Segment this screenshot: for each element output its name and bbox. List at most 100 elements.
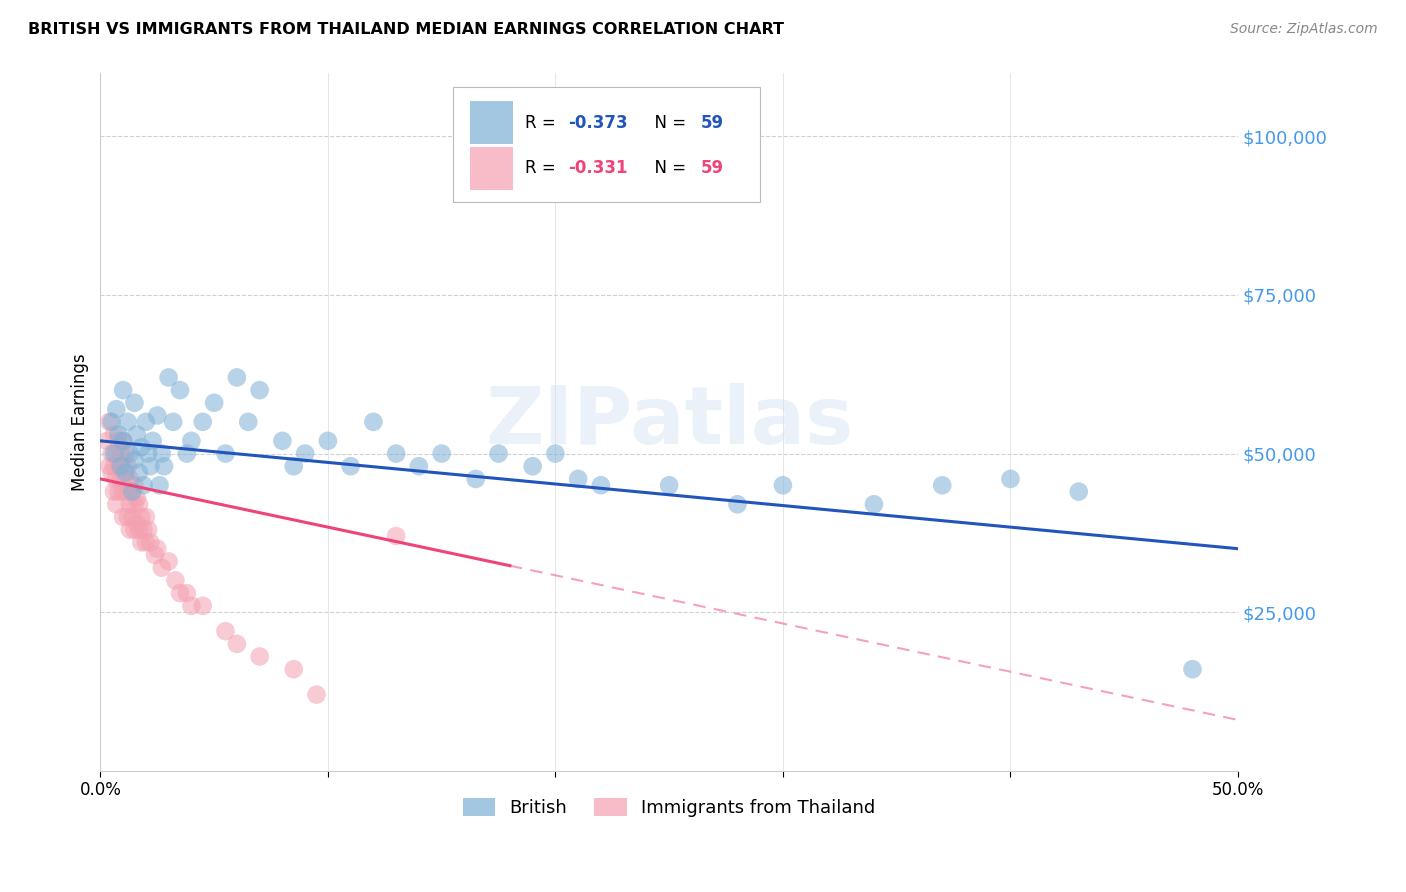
Point bbox=[124, 478, 146, 492]
Point bbox=[135, 535, 157, 549]
Point bbox=[132, 523, 155, 537]
Point bbox=[225, 637, 247, 651]
Point bbox=[117, 415, 139, 429]
Point bbox=[169, 383, 191, 397]
Point bbox=[100, 415, 122, 429]
Point bbox=[214, 624, 236, 639]
Point bbox=[125, 491, 148, 505]
Point bbox=[139, 459, 162, 474]
Point bbox=[249, 383, 271, 397]
Y-axis label: Median Earnings: Median Earnings bbox=[72, 353, 89, 491]
Point bbox=[316, 434, 339, 448]
Point bbox=[157, 370, 180, 384]
Point bbox=[146, 541, 169, 556]
Text: 59: 59 bbox=[702, 114, 724, 132]
Point bbox=[931, 478, 953, 492]
Point bbox=[112, 434, 135, 448]
Point bbox=[176, 446, 198, 460]
Point bbox=[148, 478, 170, 492]
Point bbox=[142, 434, 165, 448]
Point bbox=[180, 434, 202, 448]
Point bbox=[125, 516, 148, 531]
Point bbox=[725, 497, 748, 511]
Point bbox=[98, 415, 121, 429]
Point bbox=[408, 459, 430, 474]
Point bbox=[112, 383, 135, 397]
Text: ZIPatlas: ZIPatlas bbox=[485, 383, 853, 461]
Point bbox=[150, 446, 173, 460]
Point bbox=[238, 415, 260, 429]
Text: -0.373: -0.373 bbox=[568, 114, 627, 132]
Text: N =: N = bbox=[644, 114, 692, 132]
Point bbox=[430, 446, 453, 460]
Point bbox=[135, 415, 157, 429]
Point bbox=[283, 662, 305, 676]
Point bbox=[117, 459, 139, 474]
Point bbox=[157, 554, 180, 568]
Legend: British, Immigrants from Thailand: British, Immigrants from Thailand bbox=[456, 790, 883, 824]
Point bbox=[107, 427, 129, 442]
Point bbox=[176, 586, 198, 600]
Point bbox=[124, 497, 146, 511]
Point bbox=[294, 446, 316, 460]
Point bbox=[98, 459, 121, 474]
Point bbox=[271, 434, 294, 448]
Point bbox=[110, 472, 132, 486]
Point bbox=[202, 396, 225, 410]
Point bbox=[136, 446, 159, 460]
Point bbox=[339, 459, 361, 474]
Point bbox=[107, 434, 129, 448]
Bar bbox=[470, 146, 513, 190]
Point bbox=[146, 409, 169, 423]
Point bbox=[191, 599, 214, 613]
Point bbox=[488, 446, 510, 460]
Point bbox=[162, 415, 184, 429]
Text: R =: R = bbox=[524, 160, 561, 178]
Point bbox=[105, 472, 128, 486]
Point bbox=[114, 466, 136, 480]
Point bbox=[118, 446, 141, 460]
Point bbox=[103, 446, 125, 460]
Point bbox=[121, 484, 143, 499]
Text: N =: N = bbox=[644, 160, 692, 178]
Point bbox=[124, 396, 146, 410]
Point bbox=[105, 497, 128, 511]
Point bbox=[128, 466, 150, 480]
Point bbox=[132, 478, 155, 492]
Point bbox=[100, 466, 122, 480]
Point bbox=[118, 497, 141, 511]
Point bbox=[112, 434, 135, 448]
Point bbox=[180, 599, 202, 613]
Text: Source: ZipAtlas.com: Source: ZipAtlas.com bbox=[1230, 22, 1378, 37]
Point bbox=[249, 649, 271, 664]
Point bbox=[150, 560, 173, 574]
Point bbox=[863, 497, 886, 511]
Point bbox=[107, 459, 129, 474]
Point bbox=[385, 529, 408, 543]
Point bbox=[136, 523, 159, 537]
Point bbox=[110, 446, 132, 460]
Text: -0.331: -0.331 bbox=[568, 160, 627, 178]
Point bbox=[385, 446, 408, 460]
Point bbox=[96, 434, 118, 448]
Point bbox=[544, 446, 567, 460]
Text: R =: R = bbox=[524, 114, 561, 132]
Point bbox=[464, 472, 486, 486]
Point bbox=[112, 459, 135, 474]
Point bbox=[225, 370, 247, 384]
Point bbox=[107, 484, 129, 499]
Point bbox=[143, 548, 166, 562]
Point bbox=[658, 478, 681, 492]
Point bbox=[214, 446, 236, 460]
Point bbox=[103, 459, 125, 474]
Point bbox=[128, 523, 150, 537]
Point bbox=[131, 440, 153, 454]
Point bbox=[153, 459, 176, 474]
Point bbox=[118, 472, 141, 486]
Point bbox=[124, 523, 146, 537]
Point bbox=[100, 446, 122, 460]
Point bbox=[121, 510, 143, 524]
Point bbox=[128, 497, 150, 511]
Point bbox=[114, 446, 136, 460]
Point bbox=[165, 574, 187, 588]
